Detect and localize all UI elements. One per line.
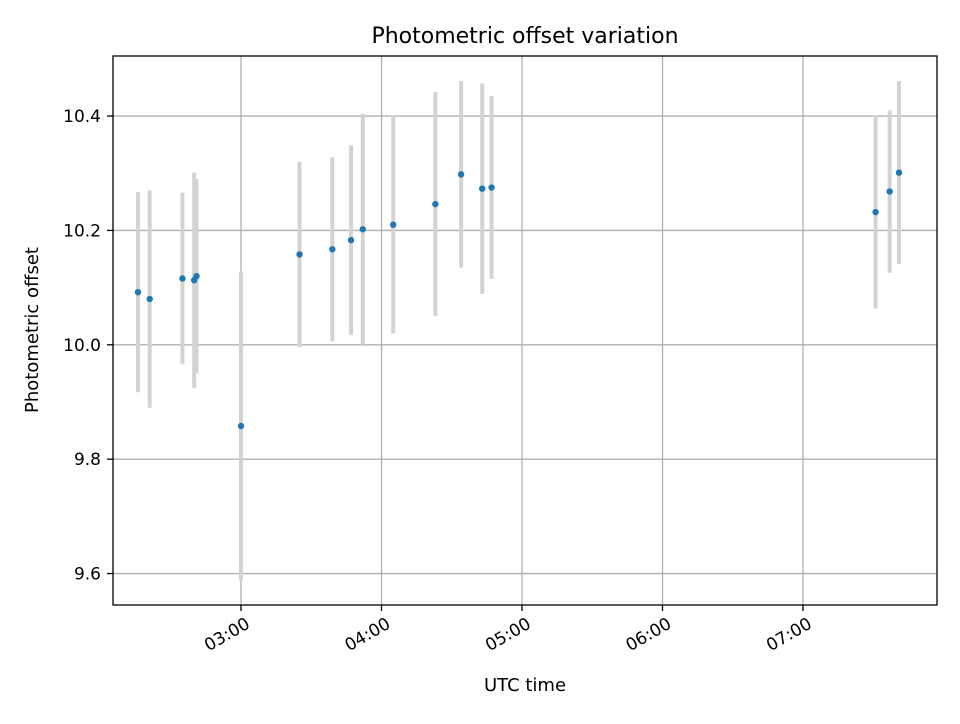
x-axis-label: UTC time — [484, 675, 566, 696]
chart-title: Photometric offset variation — [371, 24, 678, 49]
x-axis-ticks: 03:00 04:00 05:00 06:00 07:00 — [201, 605, 816, 656]
data-point — [488, 184, 495, 191]
x-tick-label: 03:00 — [201, 614, 253, 656]
y-axis-label: Photometric offset — [22, 247, 43, 413]
y-tick-label: 9.8 — [74, 450, 101, 470]
data-point — [872, 208, 879, 216]
x-tick-label: 04:00 — [342, 614, 394, 656]
data-point — [478, 185, 486, 192]
data-point — [359, 226, 366, 233]
y-tick-label: 10.0 — [63, 336, 101, 356]
y-tick-label: 10.4 — [63, 107, 101, 127]
data-points — [134, 169, 903, 430]
data-point — [886, 188, 893, 195]
data-point — [179, 275, 186, 282]
data-point — [347, 236, 355, 244]
data-point — [390, 221, 397, 228]
data-point — [134, 288, 142, 296]
data-point — [193, 272, 200, 280]
error-bars — [135, 81, 902, 581]
y-axis-ticks: 9.6 9.8 10.0 10.2 10.4 — [63, 107, 113, 585]
data-point — [457, 171, 465, 178]
data-point — [237, 422, 245, 430]
data-point — [329, 246, 336, 253]
y-tick-label: 9.6 — [74, 565, 101, 585]
data-point — [895, 169, 903, 176]
y-tick-label: 10.2 — [63, 221, 101, 241]
x-tick-label: 07:00 — [763, 614, 815, 656]
plot-area-frame — [112, 55, 938, 606]
data-point — [296, 251, 303, 258]
x-tick-label: 06:00 — [623, 614, 675, 656]
data-point — [432, 200, 439, 208]
data-point — [146, 295, 153, 303]
grid-lines — [113, 56, 937, 605]
x-tick-label: 05:00 — [482, 614, 534, 656]
